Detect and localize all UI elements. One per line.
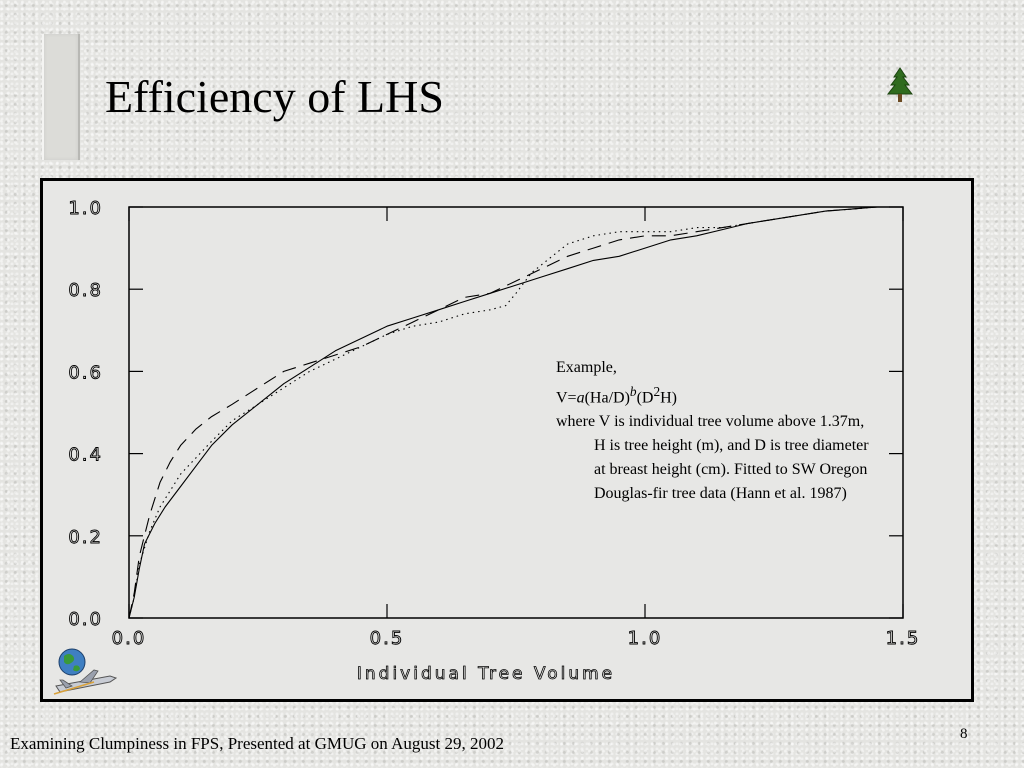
annotation-line1: Example,: [556, 359, 617, 376]
title-accent-bar: [42, 34, 80, 160]
x-tick-label: 1.0: [628, 628, 663, 649]
y-tick-label: 0.4: [68, 445, 103, 466]
annotation-description: where V is individual tree volume above …: [556, 413, 869, 503]
y-tick-label: 0.0: [68, 609, 103, 630]
series-line-dotted: [128, 206, 878, 619]
slide-footer: Examining Clumpiness in FPS, Presented a…: [10, 734, 504, 753]
pine-tree-icon: [886, 67, 914, 102]
x-tick-label: 1.5: [886, 628, 921, 649]
x-tick-label: 0.0: [112, 628, 147, 649]
volume-formula: V=a(Ha/D)b(D2H): [556, 384, 678, 407]
x-tick-label: 0.5: [370, 628, 405, 649]
x-axis-title: Individual Tree Volume: [357, 664, 615, 684]
plot-frame: [128, 206, 904, 619]
globe-airplane-icon: [53, 648, 118, 695]
example-annotation: Example, V=a(Ha/D)b(D2H) where V is indi…: [556, 356, 876, 506]
y-tick-label: 0.2: [68, 527, 103, 548]
series-line-solid: [128, 206, 878, 619]
chart-panel: 0.0 0.2 0.4 0.6 0.8 1.0 0.0 0.5 1.0 1.5 Individual…: [40, 178, 974, 702]
line-chart: 0.0 0.2 0.4 0.6 0.8 1.0 0.0 0.5 1.0 1.5 Individual…: [68, 198, 921, 685]
y-tick-label: 0.8: [68, 280, 103, 301]
y-tick-label: 1.0: [68, 198, 103, 219]
slide-title: Efficiency of LHS: [105, 71, 444, 122]
page-number: 8: [960, 726, 968, 742]
y-tick-label: 0.6: [68, 362, 103, 383]
